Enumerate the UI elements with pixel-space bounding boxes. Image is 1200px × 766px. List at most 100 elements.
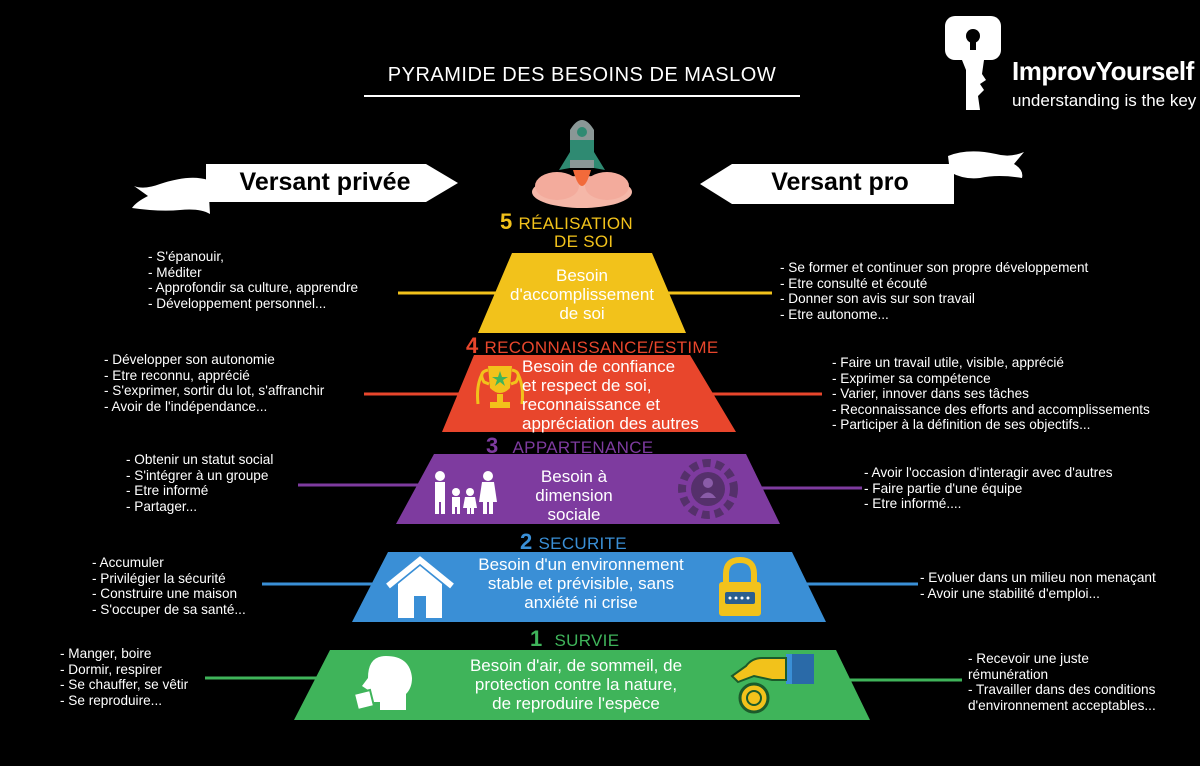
list-item: - Développer son autonomie [104,352,275,367]
tier-5-text: Besoin d'accomplissement de soi [500,266,664,323]
list-item: - S'exprimer, sortir du lot, s'affranchi… [104,383,325,398]
level-1-label: 1 SURVIE [530,626,619,652]
list-item: - Etre autonome... [780,306,889,322]
list-item: - Manger, boire [60,646,152,661]
left-banner-label: Versant privée [239,168,411,196]
list-item: - Travailler dans des conditions [968,682,1156,697]
list-item: - Faire un travail utile, visible, appré… [832,355,1064,370]
tier-4-line: et respect de soi, [522,376,652,395]
list-item: - Partager... [126,498,198,514]
tier-2-line: anxiété ni crise [524,593,638,612]
brand-tagline: understanding is the key [1012,91,1197,110]
right-banner-flag [700,151,1024,204]
list-item: - Accumuler [92,555,164,570]
tier-5-line: de soi [559,304,605,323]
level-5-name-line2: DE SOI [554,232,614,251]
list-item: - Etre consulté et écouté [780,275,928,291]
brand-name: ImprovYourself [1012,56,1194,86]
level-4-number: 4 [466,333,479,358]
level-2-label: 2 SECURITE [520,529,627,555]
key-logo-icon [945,16,1001,110]
title-underline [364,95,800,97]
page-title: PYRAMIDE DES BESOINS DE MASLOW [387,64,777,86]
hand-money-icon [730,654,814,714]
list-item: - Obtenir un statut social [126,452,274,467]
level-2-number: 2 [520,529,533,554]
level-2-name: SECURITE [538,534,627,553]
level-4-private-list: - Développer son autonomie - Etre reconn… [104,352,324,414]
level-5-pro-list: - Se former et continuer son propre déve… [780,260,1088,322]
list-item: - Evoluer dans un milieu non menaçant [920,570,1156,585]
list-item: - Se chauffer, se vêtir [60,677,189,692]
head-drinking-icon [352,656,412,712]
list-item: - Donner son avis sur son travail [780,291,975,306]
padlock-icon [719,556,761,616]
level-5-number: 5 [500,209,513,234]
level-3-pro-list: - Avoir l'occasion d'interagir avec d'au… [864,465,1113,512]
tier-2-line: stable et prévisible, sans [487,574,675,593]
list-item: - Privilégier la sécurité [92,570,226,586]
level-3-private-list: - Obtenir un statut social - S'intégrer … [126,452,273,514]
list-item: - Méditer [148,264,202,280]
level-4-name: RECONNAISSANCE/ESTIME [484,338,719,357]
list-item: - Se reproduire... [60,692,162,708]
list-item: - S'occuper de sa santé... [92,601,246,617]
tier-2-text: Besoin d'un environnement stable et prév… [452,555,710,612]
tier-1-line: Besoin d'air, de sommeil, de [469,656,683,675]
list-item: - Avoir de l'indépendance... [104,398,268,414]
list-item: - Avoir l'occasion d'interagir avec d'au… [864,465,1113,480]
list-item: - Dormir, respirer [60,661,162,677]
level-3-number: 3 [486,433,499,458]
list-item: - Avoir une stabilité d'emploi... [920,585,1100,601]
tier-4-line: appréciation des autres [522,414,699,433]
tier-3-text: Besoin à dimension sociale [500,467,648,524]
list-item: - Approfondir sa culture, apprendre [148,280,359,295]
trophy-icon [476,366,524,408]
network-gear-icon [678,459,738,519]
level-5-private-list: - S'épanouir, - Méditer - Approfondir sa… [148,249,358,311]
tier-3-line: sociale [547,505,601,524]
tier-5-line: d'accomplissement [509,285,655,304]
tier-4-line: Besoin de confiance [522,357,676,376]
tier-1-line: protection contre la nature, [474,675,678,694]
house-icon [386,556,454,618]
level-1-number: 1 [530,626,543,651]
level-4-pro-list: - Faire un travail utile, visible, appré… [832,355,1150,433]
list-item: - Participer à la définition de ses obje… [832,417,1091,432]
family-icon [435,471,497,514]
level-4-label: 4 RECONNAISSANCE/ESTIME [466,333,719,359]
level-3-name: APPARTENANCE [512,438,654,457]
list-item: rémunération [968,666,1049,682]
tier-1-line: de reproduire l'espèce [492,694,660,713]
level-1-name: SURVIE [554,631,620,650]
list-item: - Etre reconnu, apprécié [104,367,250,383]
list-item: - Varier, innover dans ses tâches [832,386,1029,401]
right-banner-label: Versant pro [771,168,909,196]
tier-5-line: Besoin [556,266,608,285]
list-item: - Etre informé [126,483,209,498]
list-item: - Se former et continuer son propre déve… [780,260,1089,275]
left-banner-flag [132,164,458,214]
list-item: - Exprimer sa compétence [832,370,991,386]
level-3-label: 3 APPARTENANCE [486,433,653,459]
tier-4-line: reconnaissance et [522,395,660,414]
level-5-label: 5 RÉALISATION DE SOI [500,211,634,251]
list-item: - S'épanouir, [148,249,224,264]
list-item: d'environnement acceptables... [968,697,1156,713]
list-item: - S'intégrer à un groupe [126,467,269,483]
tier-3-line: Besoin à dimension [535,467,613,505]
level-2-private-list: - Accumuler - Privilégier la sécurité - … [92,555,246,617]
level-5-name-line1: RÉALISATION [518,214,634,233]
tier-4-text: Besoin de confiance et respect de soi, r… [522,357,702,433]
rocket-icon [532,120,632,208]
list-item: - Reconnaissance des efforts and accompl… [832,401,1150,417]
level-1-pro-list: - Recevoir une juste rémunération - Trav… [968,651,1156,713]
list-item: - Etre informé.... [864,496,962,511]
tier-1-text: Besoin d'air, de sommeil, de protection … [448,656,704,713]
level-1-private-list: - Manger, boire - Dormir, respirer - Se … [60,646,188,708]
list-item: - Construire une maison [92,586,238,601]
list-item: - Développement personnel... [148,295,327,311]
list-item: - Faire partie d'une équipe [864,480,1023,496]
list-item: - Recevoir une juste [968,651,1089,666]
level-2-pro-list: - Evoluer dans un milieu non menaçant - … [920,570,1156,601]
